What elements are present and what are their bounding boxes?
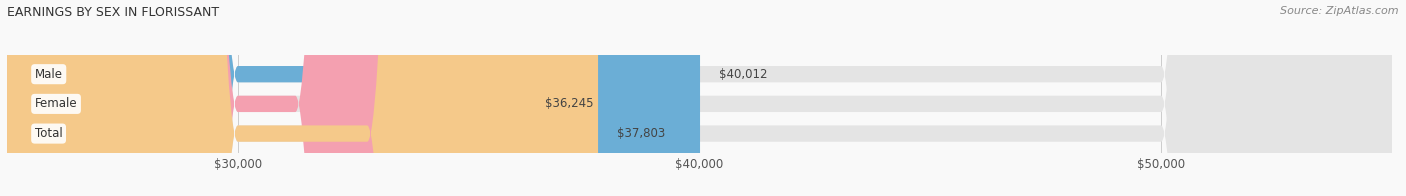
FancyBboxPatch shape <box>7 0 1392 196</box>
Text: Female: Female <box>35 97 77 110</box>
Text: Source: ZipAtlas.com: Source: ZipAtlas.com <box>1281 6 1399 16</box>
Text: Total: Total <box>35 127 62 140</box>
FancyBboxPatch shape <box>7 0 1392 196</box>
FancyBboxPatch shape <box>7 0 1392 196</box>
FancyBboxPatch shape <box>7 0 700 196</box>
Text: EARNINGS BY SEX IN FLORISSANT: EARNINGS BY SEX IN FLORISSANT <box>7 6 219 19</box>
Text: $40,012: $40,012 <box>718 68 768 81</box>
FancyBboxPatch shape <box>7 0 598 196</box>
Text: $36,245: $36,245 <box>544 97 593 110</box>
Text: Male: Male <box>35 68 63 81</box>
FancyBboxPatch shape <box>7 0 526 196</box>
Text: $37,803: $37,803 <box>616 127 665 140</box>
